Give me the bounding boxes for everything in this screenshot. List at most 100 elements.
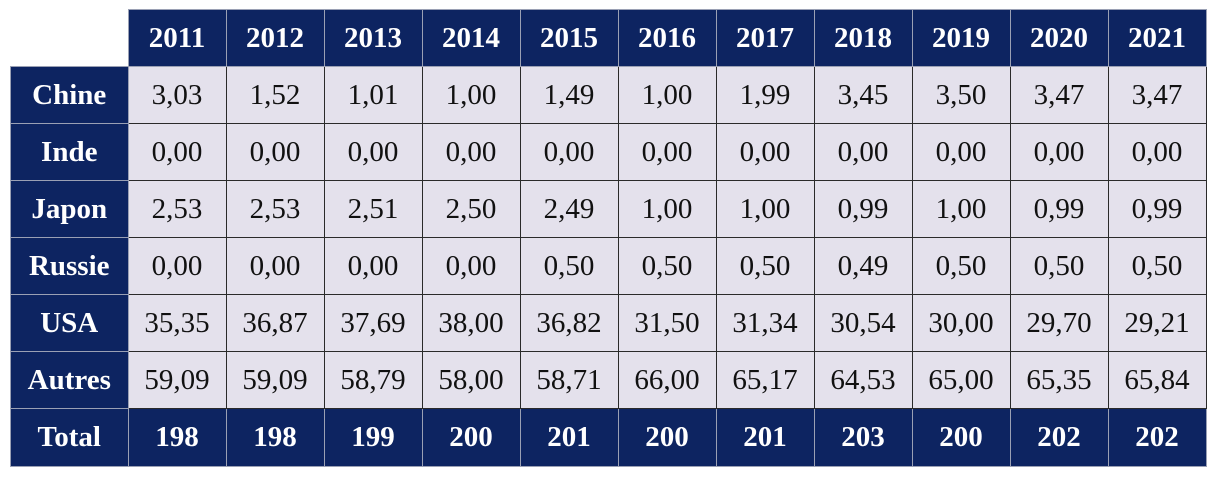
total-cell: 201	[715, 408, 815, 467]
year-header: 2018	[813, 9, 913, 67]
table-cell: 31,34	[715, 294, 815, 352]
table-cell: 30,00	[911, 294, 1011, 352]
table-cell: 2,53	[225, 180, 325, 238]
table-cell: 1,00	[617, 66, 717, 124]
table-cell: 29,70	[1009, 294, 1109, 352]
corner-cell	[10, 9, 128, 67]
year-header: 2012	[225, 9, 325, 67]
row-label: USA	[10, 294, 129, 352]
table-cell: 0,50	[617, 237, 717, 295]
table-cell: 0,00	[421, 123, 521, 181]
data-table: 2011 2012 2013 2014 2015 2016 2017 2018 …	[10, 9, 1207, 467]
total-cell: 198	[225, 408, 325, 467]
table-cell: 66,00	[617, 351, 717, 409]
table-cell: 0,00	[715, 123, 815, 181]
table-cell: 0,00	[911, 123, 1011, 181]
table-cell: 59,09	[225, 351, 325, 409]
table-cell: 0,00	[1107, 123, 1207, 181]
year-header: 2014	[421, 9, 521, 67]
table-cell: 65,35	[1009, 351, 1109, 409]
row-label: Russie	[10, 237, 129, 295]
table-cell: 36,82	[519, 294, 619, 352]
table-cell: 35,35	[127, 294, 227, 352]
total-cell: 203	[813, 408, 913, 467]
table-cell: 0,00	[225, 123, 325, 181]
table-cell: 0,00	[617, 123, 717, 181]
row-label: Chine	[10, 66, 129, 124]
total-cell: 198	[127, 408, 227, 467]
table-cell: 0,00	[127, 123, 227, 181]
table-cell: 0,50	[519, 237, 619, 295]
table-cell: 37,69	[323, 294, 423, 352]
total-label: Total	[10, 408, 129, 467]
table-cell: 30,54	[813, 294, 913, 352]
row-label: Autres	[10, 351, 129, 409]
table-cell: 3,03	[127, 66, 227, 124]
table-cell: 1,49	[519, 66, 619, 124]
total-row: Total 198 198 199 200 201 200 201 203 200 202 202	[10, 408, 1207, 467]
table-cell: 0,50	[911, 237, 1011, 295]
table-row: Autres 59,09 59,09 58,79 58,00 58,71 66,00 65,1…	[10, 351, 1207, 409]
table-cell: 0,00	[127, 237, 227, 295]
table-cell: 58,71	[519, 351, 619, 409]
table-cell: 59,09	[127, 351, 227, 409]
table-cell: 58,00	[421, 351, 521, 409]
table-cell: 2,53	[127, 180, 227, 238]
table-cell: 1,52	[225, 66, 325, 124]
year-header: 2017	[715, 9, 815, 67]
table-cell: 58,79	[323, 351, 423, 409]
table-cell: 65,84	[1107, 351, 1207, 409]
table-cell: 64,53	[813, 351, 913, 409]
table-cell: 3,50	[911, 66, 1011, 124]
table-cell: 2,49	[519, 180, 619, 238]
year-header: 2013	[323, 9, 423, 67]
year-header: 2020	[1009, 9, 1109, 67]
table-cell: 1,00	[617, 180, 717, 238]
table-cell: 3,47	[1009, 66, 1109, 124]
table-cell: 0,50	[1107, 237, 1207, 295]
table-body: Chine 3,03 1,52 1,01 1,00 1,49 1,00 1,99 3,45 3,5…	[10, 66, 1207, 467]
table-row: Inde 0,00 0,00 0,00 0,00 0,00 0,00 0,00 0,00 0,00…	[10, 123, 1207, 181]
table-cell: 0,50	[1009, 237, 1109, 295]
table-row: Japon 2,53 2,53 2,51 2,50 2,49 1,00 1,00 0,99 1,0…	[10, 180, 1207, 238]
table-cell: 3,47	[1107, 66, 1207, 124]
table-cell: 0,00	[519, 123, 619, 181]
table-cell: 0,00	[1009, 123, 1109, 181]
table-cell: 0,50	[715, 237, 815, 295]
table-cell: 0,99	[813, 180, 913, 238]
year-header: 2021	[1107, 9, 1207, 67]
table-cell: 0,00	[421, 237, 521, 295]
total-cell: 200	[421, 408, 521, 467]
table-cell: 3,45	[813, 66, 913, 124]
year-header: 2019	[911, 9, 1011, 67]
total-cell: 201	[519, 408, 619, 467]
table-cell: 1,99	[715, 66, 815, 124]
table-row: Russie 0,00 0,00 0,00 0,00 0,50 0,50 0,50 0,49 0,…	[10, 237, 1207, 295]
header-row: 2011 2012 2013 2014 2015 2016 2017 2018 …	[10, 9, 1207, 67]
table-cell: 0,00	[225, 237, 325, 295]
table-cell: 1,00	[421, 66, 521, 124]
table-cell: 38,00	[421, 294, 521, 352]
table-cell: 29,21	[1107, 294, 1207, 352]
table-cell: 2,50	[421, 180, 521, 238]
table-cell: 36,87	[225, 294, 325, 352]
table-cell: 0,99	[1107, 180, 1207, 238]
table-cell: 0,00	[813, 123, 913, 181]
total-cell: 200	[617, 408, 717, 467]
table-cell: 2,51	[323, 180, 423, 238]
total-cell: 202	[1009, 408, 1109, 467]
table-cell: 65,17	[715, 351, 815, 409]
table-row: USA 35,35 36,87 37,69 38,00 36,82 31,50 31,34 30…	[10, 294, 1207, 352]
table-cell: 0,99	[1009, 180, 1109, 238]
total-cell: 202	[1107, 408, 1207, 467]
table-cell: 0,00	[323, 237, 423, 295]
table-cell: 65,00	[911, 351, 1011, 409]
row-label: Inde	[10, 123, 129, 181]
row-label: Japon	[10, 180, 129, 238]
year-header: 2015	[519, 9, 619, 67]
table-cell: 1,01	[323, 66, 423, 124]
total-cell: 199	[323, 408, 423, 467]
table-cell: 1,00	[715, 180, 815, 238]
year-header: 2016	[617, 9, 717, 67]
year-header: 2011	[127, 9, 227, 67]
